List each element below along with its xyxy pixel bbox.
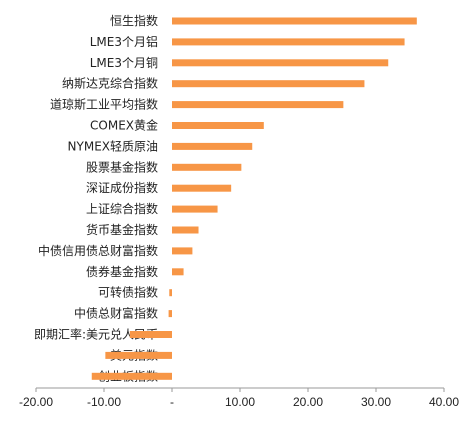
- category-label: COMEX黄金: [90, 118, 158, 133]
- x-tick-label: 10.00: [225, 395, 255, 409]
- category-label: 上证综合指数: [86, 201, 158, 216]
- category-label: 道琼斯工业平均指数: [50, 97, 158, 112]
- bar: [129, 331, 172, 338]
- category-label: 中债总财富指数: [74, 306, 158, 321]
- category-label: 即期汇率:美元兑人民币: [34, 327, 158, 342]
- category-label: 可转债指数: [98, 285, 158, 300]
- bar: [172, 101, 344, 109]
- bar: [172, 80, 365, 88]
- bar: [172, 122, 264, 129]
- bar: [172, 163, 242, 171]
- bar: [172, 17, 417, 25]
- bar: [172, 268, 184, 276]
- category-label: 深证成份指数: [86, 180, 158, 195]
- x-tick-label: -: [170, 395, 174, 409]
- bars: [91, 17, 417, 380]
- category-label: 中债信用债总财富指数: [38, 243, 158, 258]
- category-label: NYMEX轻质原油: [68, 139, 158, 153]
- x-tick-label: 20.00: [293, 395, 323, 409]
- x-axis-ticks: -20.00 -10.00-10.00 20.00 30.00 40.00: [19, 388, 459, 409]
- bar: [172, 226, 199, 234]
- bar: [91, 372, 172, 380]
- category-label: LME3个月铜: [90, 55, 158, 70]
- category-label: 纳斯达克综合指数: [62, 76, 158, 91]
- x-tick-label: -20.00: [19, 395, 53, 409]
- bar: [172, 205, 218, 213]
- bar: [168, 310, 172, 318]
- bar: [172, 142, 253, 150]
- category-label: 恒生指数: [110, 13, 158, 28]
- category-label: 货币基金指数: [86, 222, 158, 237]
- bar: [172, 184, 232, 192]
- x-tick-label: 40.00: [429, 395, 459, 409]
- category-label: 债券基金指数: [86, 264, 158, 279]
- x-tick-label: 30.00: [361, 395, 391, 409]
- bar: [172, 247, 193, 255]
- bar: [105, 351, 172, 359]
- category-label: 股票基金指数: [86, 159, 158, 174]
- category-label: LME3个月铝: [90, 34, 158, 49]
- bar: [169, 289, 172, 297]
- bar: [172, 38, 405, 46]
- x-tick-label: -10.00: [87, 395, 121, 409]
- bar: [172, 59, 389, 67]
